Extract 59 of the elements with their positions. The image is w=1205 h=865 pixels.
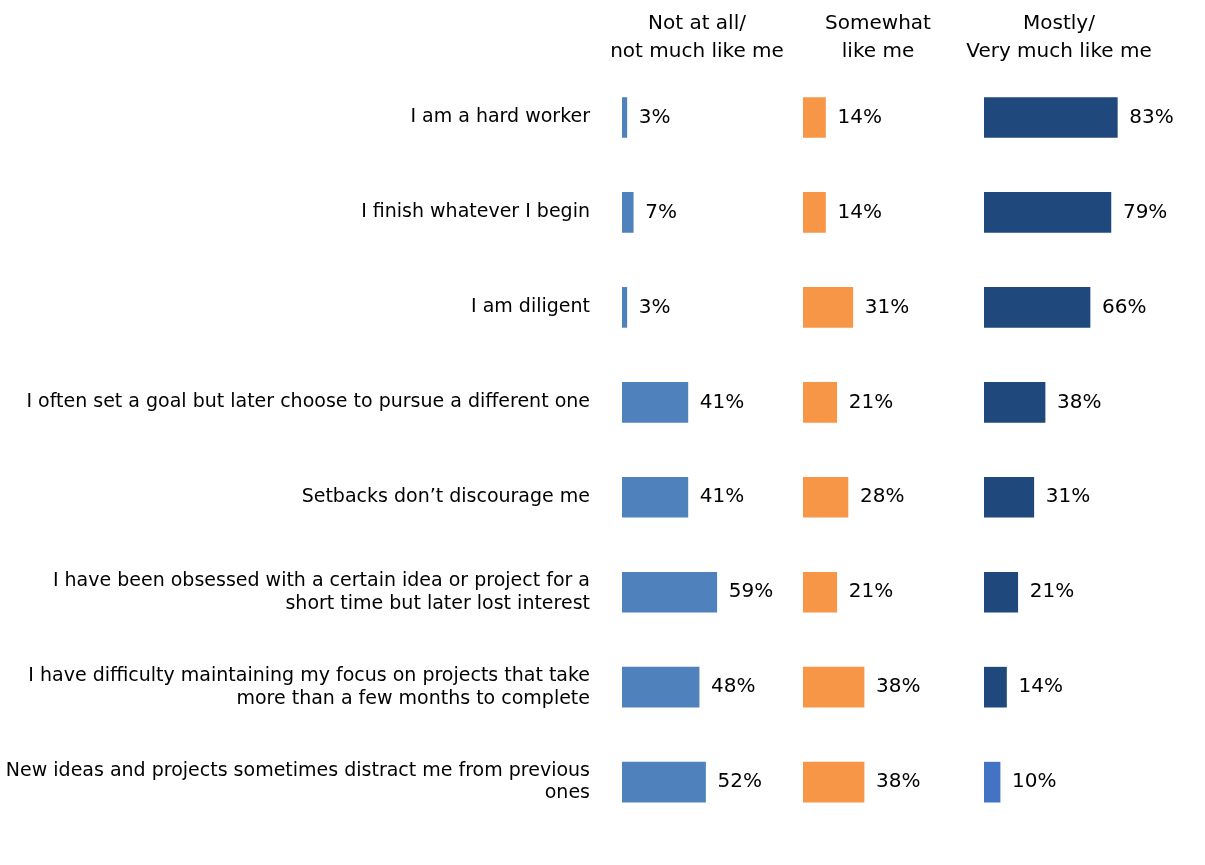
bar xyxy=(803,571,838,613)
data-label: 21% xyxy=(848,388,894,413)
y-tick-label: I am diligent xyxy=(471,294,590,317)
data-label: 41% xyxy=(699,483,745,508)
data-label: 14% xyxy=(837,198,882,223)
bar xyxy=(803,97,826,138)
data-label: 41% xyxy=(699,388,745,413)
data-label: 31% xyxy=(1045,483,1091,508)
y-tick-label: I have difficulty maintaining my focus on projects that take more than a few months to complete xyxy=(28,662,590,708)
bar xyxy=(622,192,634,233)
bar xyxy=(984,382,1046,423)
data-label: 38% xyxy=(876,673,921,698)
data-label: 52% xyxy=(717,768,762,793)
data-label: 48% xyxy=(711,673,756,698)
bar xyxy=(803,666,865,708)
data-label: 21% xyxy=(848,578,894,603)
bar xyxy=(803,287,854,328)
bar xyxy=(803,382,838,423)
bar xyxy=(622,666,700,708)
chart-title: Somewhat like me xyxy=(825,10,931,62)
y-tick-label: I have been obsessed with a certain idea or project for a short time but later lost interest xyxy=(52,567,590,613)
chart-title: Mostly/ Very much like me xyxy=(966,10,1152,62)
bar xyxy=(803,192,826,233)
data-label: 3% xyxy=(638,293,671,318)
data-label: 38% xyxy=(1057,388,1102,413)
y-tick-label: I finish whatever I begin xyxy=(361,199,590,222)
chart-title: Not at all/ not much like me xyxy=(610,10,784,62)
y-tick-label: Setbacks don’t discourage me xyxy=(301,484,590,507)
bar xyxy=(984,761,1001,803)
bar xyxy=(622,476,689,518)
data-label: 7% xyxy=(645,198,677,223)
bar xyxy=(984,476,1035,518)
y-tick-label: I am a hard worker xyxy=(410,104,591,127)
data-label: 10% xyxy=(1012,768,1057,793)
data-label: 21% xyxy=(1029,578,1075,603)
bar xyxy=(984,571,1019,613)
data-label: 14% xyxy=(837,103,882,128)
bar xyxy=(622,97,628,138)
data-label: 79% xyxy=(1122,198,1168,223)
data-label: 66% xyxy=(1102,293,1147,318)
data-label: 83% xyxy=(1129,103,1174,128)
data-label: 28% xyxy=(859,483,905,508)
data-label: 31% xyxy=(864,293,910,318)
bar xyxy=(984,192,1112,233)
y-tick-label: New ideas and projects sometimes distract me from previous ones xyxy=(5,757,590,803)
bar xyxy=(984,97,1118,138)
bar xyxy=(622,382,689,423)
data-label: 38% xyxy=(876,768,921,793)
bar xyxy=(803,476,849,518)
bar xyxy=(984,287,1091,328)
y-tick-label: I often set a goal but later choose to pursue a different one xyxy=(26,389,590,412)
bar xyxy=(984,666,1007,708)
bar xyxy=(622,571,718,613)
bar xyxy=(622,761,706,803)
bar xyxy=(803,761,865,803)
data-label: 3% xyxy=(638,103,671,128)
data-label: 14% xyxy=(1018,673,1063,698)
data-label: 59% xyxy=(728,578,774,603)
bar xyxy=(622,287,628,328)
